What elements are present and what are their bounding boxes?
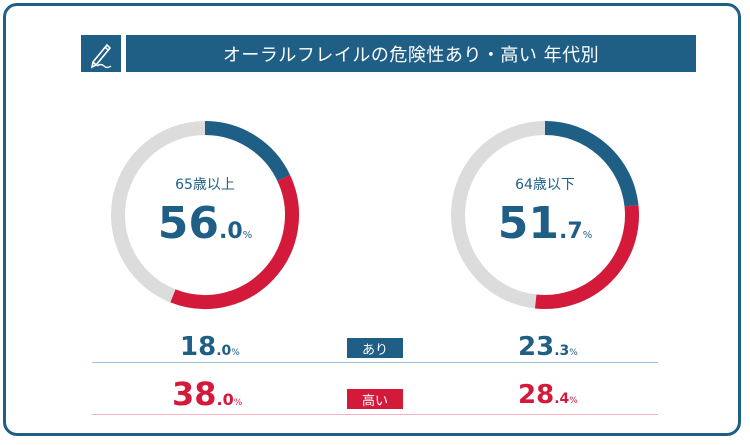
divider-takai [92, 414, 658, 415]
takai-value-65-over: 38.0% [172, 375, 243, 413]
divider-ari [92, 362, 658, 363]
donut-64-under: 64歳以下 51.7% [450, 120, 640, 310]
arc-takai [534, 204, 639, 309]
takai-value-64-under: 28.4% [518, 380, 578, 410]
donut-total: 51.7% [497, 198, 593, 249]
donut-label: 65歳以上 [175, 177, 235, 193]
legend-takai: 高い [347, 389, 403, 409]
chart-frame [3, 3, 741, 436]
ari-value-64-under: 23.3% [518, 332, 578, 362]
pen-writing-icon [81, 35, 121, 72]
legend-ari: あり [347, 338, 403, 358]
donut-label: 64歳以下 [515, 177, 575, 193]
arc-takai [170, 174, 299, 309]
chart-title: オーラルフレイルの危険性あり・高い 年代別 [126, 35, 696, 72]
arc-ari [204, 121, 291, 182]
arc-ari [544, 121, 639, 207]
donut-65-over: 65歳以上 56.0% [110, 120, 300, 310]
ari-value-65-over: 18.0% [180, 332, 240, 362]
donut-total: 56.0% [157, 198, 253, 249]
